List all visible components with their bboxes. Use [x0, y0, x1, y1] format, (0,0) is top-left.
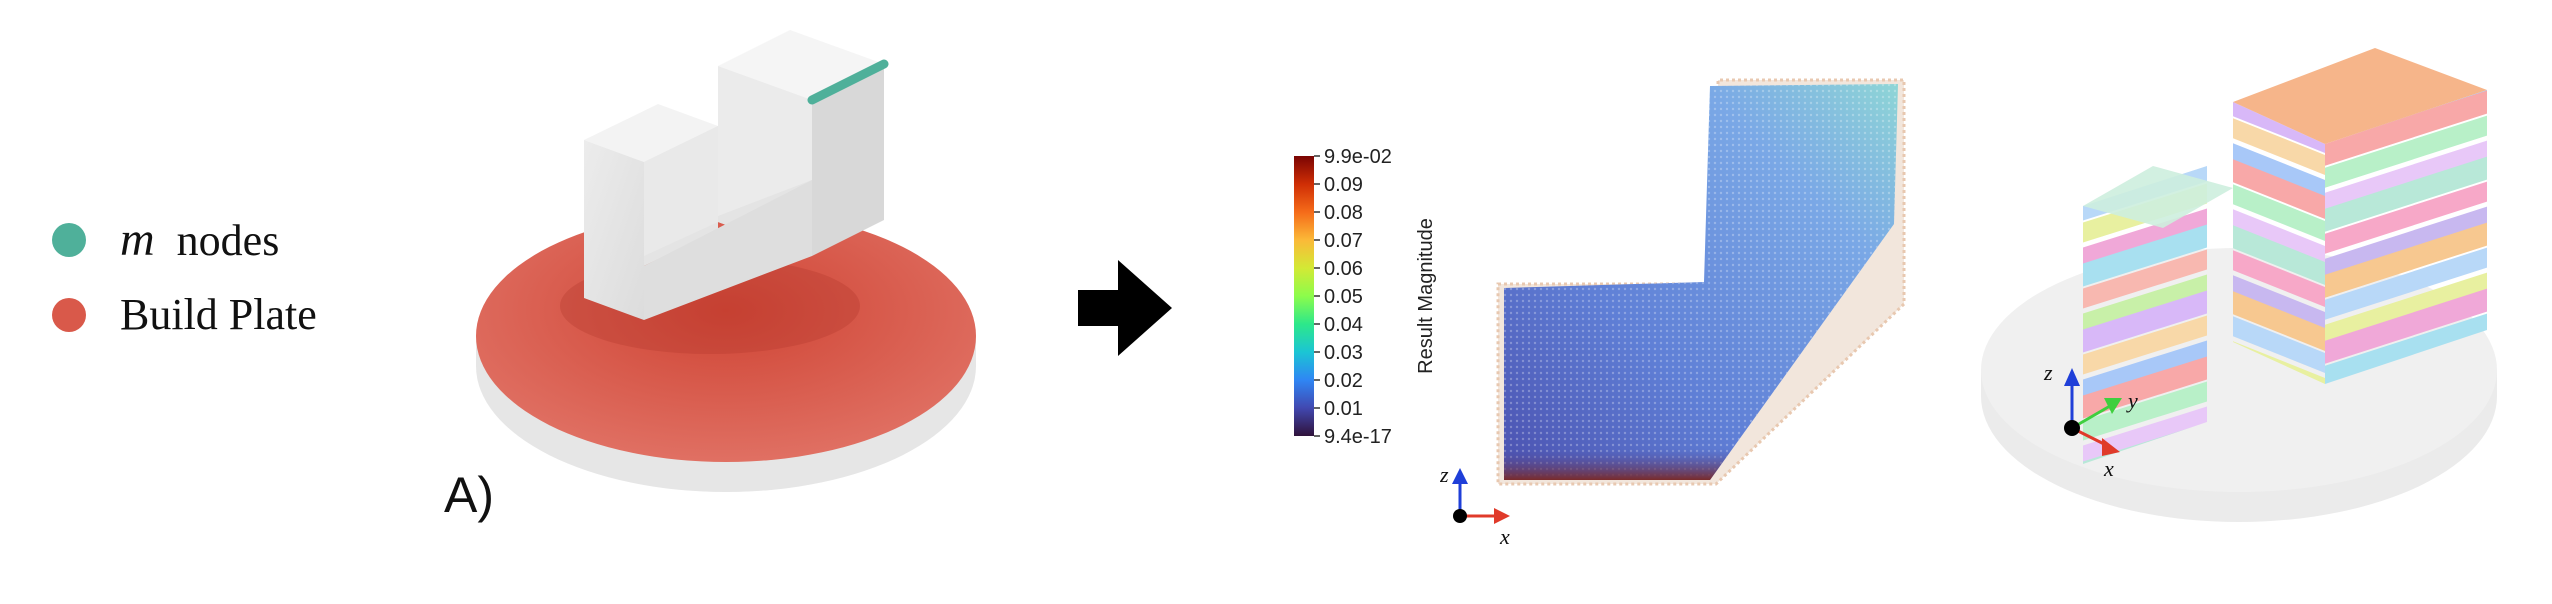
panel-layered-part [1981, 48, 2497, 522]
colorbar-gradient [1294, 156, 1314, 436]
colorbar-title: Result Magnitude [1415, 218, 1437, 374]
blockright-layer [2325, 179, 2487, 257]
axes-triad-right: z y x [2043, 360, 2138, 480]
colorbar-max-label: 9.9e-02 [1324, 146, 1392, 168]
z-axis-arrow-icon [1452, 468, 1468, 484]
right-x-axis-arrow-icon [2102, 438, 2120, 456]
colorbar-ticks: 0.09 0.08 0.07 0.06 0.05 0.04 0.03 0.02 0.01 [1314, 155, 1363, 437]
panel-a-geometry [476, 30, 976, 492]
axes-origin [1453, 509, 1467, 523]
blockfront-layer [2233, 247, 2325, 311]
nodes-swatch-icon [52, 222, 86, 257]
colorbar-tick-label: 0.06 [1324, 258, 1363, 280]
colorbar-tick-label: 0.04 [1324, 314, 1363, 336]
blockfront-layer [2233, 115, 2325, 179]
blockright-layer [2325, 286, 2487, 367]
blockright-layer [2325, 204, 2487, 279]
blockright-layer [2325, 90, 2487, 169]
colorbar-tick-label: 0.08 [1324, 202, 1363, 224]
legend-item-nodes: m nodes [52, 212, 317, 267]
axis-z-label: z [1440, 462, 1449, 487]
legend-nodes-label: nodes [176, 216, 280, 265]
blockright-layer [2325, 113, 2487, 191]
step-layer [2083, 272, 2207, 333]
blockfront-layer [2233, 222, 2325, 289]
colorbar-tick-label: 0.09 [1324, 174, 1363, 196]
block-right-face [812, 64, 884, 256]
colorbar-tick-label: 0.05 [1324, 286, 1363, 308]
panel-result-field [1496, 78, 1906, 486]
axes-triad-middle: z x [1440, 462, 1510, 549]
m-nodes-line [807, 59, 889, 105]
blockfront-layer [2233, 288, 2325, 355]
colorbar-tick-label: 0.07 [1324, 230, 1363, 252]
step-top [584, 104, 718, 162]
blockright-layer [2325, 245, 2487, 323]
bottom-stress-band [1504, 84, 1898, 480]
blockfront-layer [2233, 272, 2325, 333]
right-y-axis-arrow-icon [2104, 398, 2122, 414]
blockfront-layer [2233, 140, 2325, 201]
colorbar-tick-label: 0.01 [1324, 398, 1363, 420]
step-layer [2083, 206, 2207, 267]
right-axis-z-label: z [2043, 360, 2053, 385]
blockright-layer [2325, 138, 2487, 213]
blockfront-layer [2233, 206, 2325, 267]
right-axes-origin [2064, 420, 2080, 436]
blockright-layer [2325, 154, 2487, 235]
blockfront-layer [2233, 156, 2325, 223]
legend-nodes-text: m nodes [120, 212, 279, 267]
right-block-top [2233, 48, 2487, 144]
blockfront-layer [2233, 313, 2325, 377]
build-plate-swatch-icon [52, 297, 86, 332]
right-z-axis-arrow-icon [2064, 368, 2080, 386]
colorbar-min-label: 9.4e-17 [1324, 426, 1392, 448]
step-layer [2083, 288, 2207, 355]
blockfront-layer [2233, 181, 2325, 245]
right-step-top [2083, 166, 2233, 228]
step-left-face [584, 140, 644, 320]
right-axis-y-label: y [2126, 388, 2138, 413]
step-layer [2083, 222, 2207, 289]
step-notch [644, 126, 718, 256]
legend: m nodes Build Plate [52, 212, 317, 340]
right-axis-x-label: x [2103, 456, 2114, 480]
step-lower-face [644, 180, 812, 320]
colorbar-tick-label: 0.02 [1324, 370, 1363, 392]
legend-nodes-symbol: m [120, 213, 155, 266]
right-arrow-icon [1078, 260, 1172, 356]
x-axis-arrow-icon [1494, 508, 1510, 524]
blockright-layer [2325, 220, 2487, 301]
axis-x-label: x [1499, 524, 1510, 549]
step-layer [2083, 313, 2207, 377]
legend-build-plate-label: Build Plate [120, 290, 317, 339]
step-layer [2083, 379, 2207, 443]
step-layer [2083, 247, 2207, 311]
legend-item-build-plate: Build Plate [52, 289, 317, 340]
blockright-layer [2325, 270, 2487, 345]
colorbar: 0.09 0.08 0.07 0.06 0.05 0.04 0.03 0.02 0.01 9.9… [1294, 146, 1437, 448]
step-layer [2083, 338, 2207, 399]
colorbar-tick-label: 0.03 [1324, 342, 1363, 364]
panel-label: A) [444, 467, 494, 523]
blockright-layer [2325, 311, 2487, 384]
